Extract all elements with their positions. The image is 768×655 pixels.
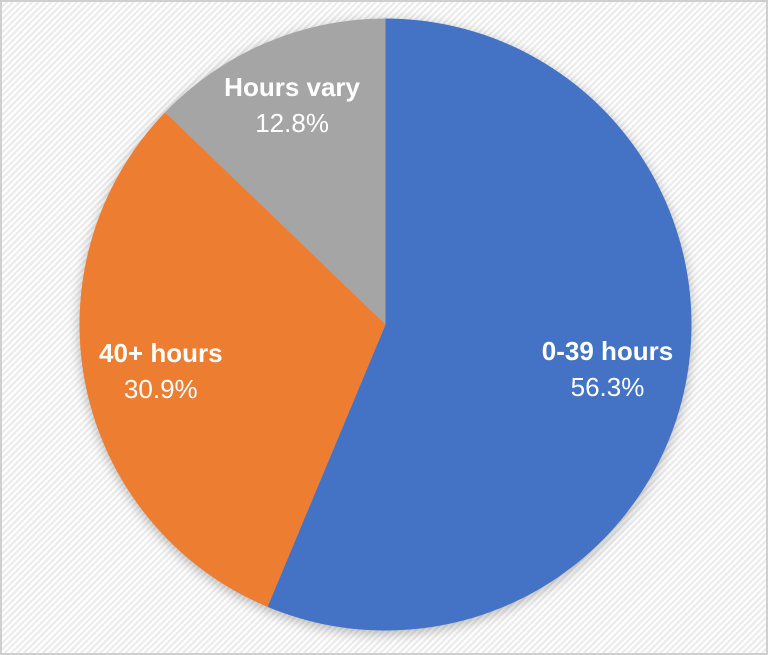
pie-label-hours-vary: Hours vary [224, 72, 360, 102]
pie-label-0-39-hours: 0-39 hours [542, 336, 674, 366]
pie-labels: 0-39 hours 56.3% 40+ hours 30.9% Hours vary 1… [99, 72, 673, 404]
pie-slice-hours-vary[interactable] [165, 18, 386, 325]
pie-slice-40-hours[interactable] [79, 112, 386, 607]
pie-slices [79, 18, 692, 631]
pie-label-40-hours: 40+ hours [99, 338, 223, 368]
pie-value-0-39-hours: 56.3% [571, 372, 645, 402]
pie-slice-0-39-hours[interactable] [267, 18, 692, 631]
pie-value-40-hours: 30.9% [124, 374, 198, 404]
pie-value-hours-vary: 12.8% [255, 108, 329, 138]
